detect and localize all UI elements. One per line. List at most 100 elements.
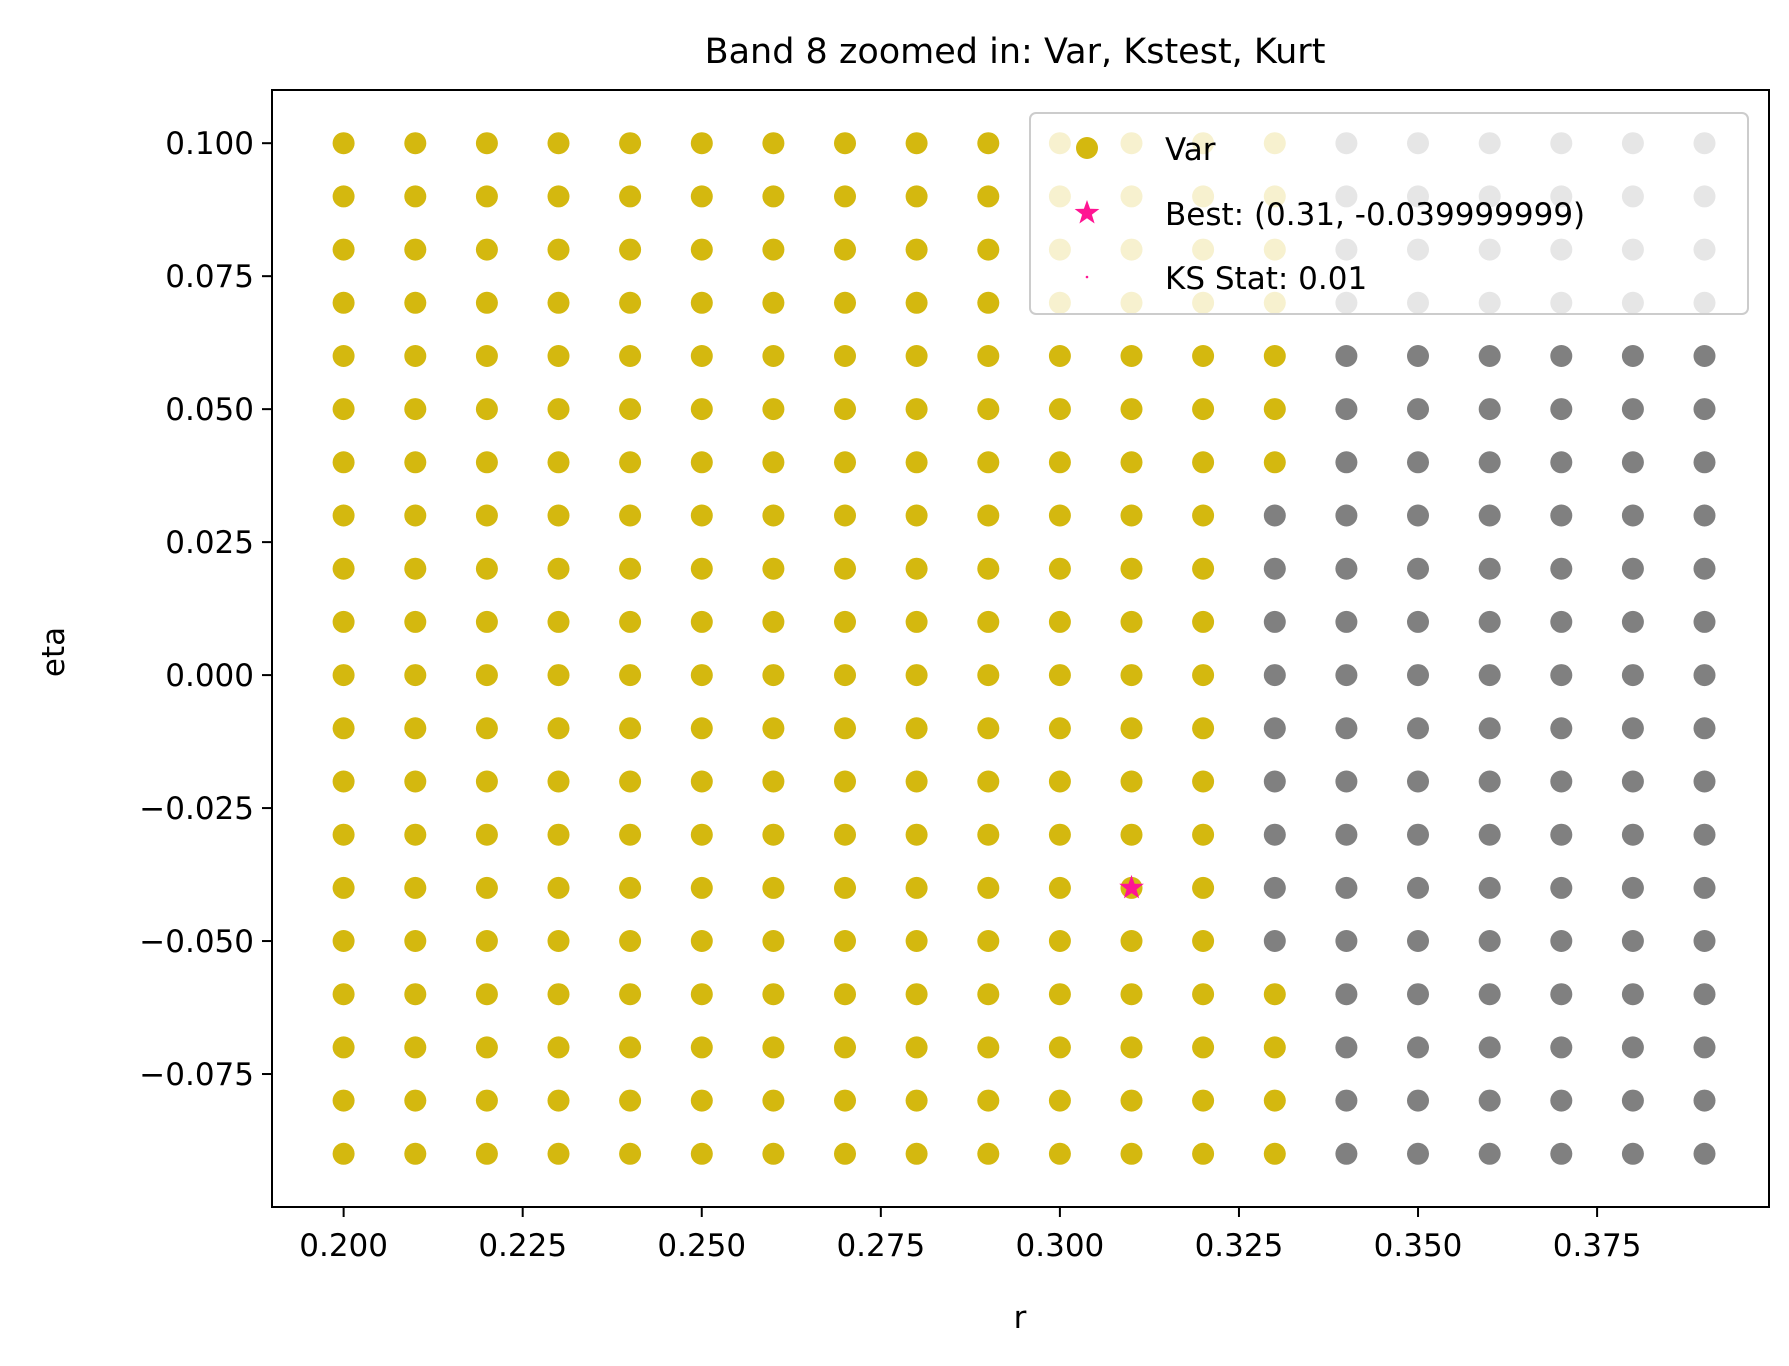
other-point [1335, 1142, 1358, 1165]
var-point [1192, 1089, 1215, 1112]
var-point [690, 983, 713, 1006]
var-point [547, 238, 570, 261]
other-point [1407, 823, 1429, 846]
var-point [332, 876, 355, 899]
var-point [332, 238, 355, 261]
var-point [1120, 823, 1143, 846]
var-point [977, 504, 1000, 527]
other-point [1335, 504, 1358, 527]
var-point [834, 504, 856, 527]
other-point [1550, 557, 1573, 580]
var-point [475, 451, 498, 474]
var-point [690, 717, 713, 740]
legend-best-label: Best: (0.31, -0.039999999) [1165, 197, 1585, 233]
var-point [619, 451, 642, 474]
var-point [404, 1036, 427, 1059]
var-point [977, 770, 1000, 793]
var-point [1192, 1036, 1215, 1059]
other-point [1263, 823, 1286, 846]
other-point [1478, 398, 1501, 421]
other-point [1621, 876, 1644, 899]
other-point [1478, 717, 1501, 740]
var-point [690, 1036, 713, 1059]
var-point [404, 398, 427, 421]
other-point [1335, 451, 1358, 474]
plot-frame [271, 89, 1770, 1208]
var-point [404, 823, 427, 846]
var-point [1048, 876, 1071, 899]
other-point [1693, 983, 1716, 1006]
var-point [404, 664, 427, 687]
y-tick-label: 0.100 [165, 126, 254, 162]
var-point [404, 504, 427, 527]
var-point [905, 1089, 928, 1112]
var-point [475, 610, 498, 633]
var-point [762, 504, 785, 527]
var-point [834, 1036, 856, 1059]
var-point [475, 1142, 498, 1165]
var-point [1263, 451, 1286, 474]
x-tick-label: 0.275 [836, 1228, 925, 1264]
other-point [1478, 610, 1501, 633]
other-point [1407, 504, 1429, 527]
var-point [905, 451, 928, 474]
x-tick-label: 0.300 [1016, 1228, 1105, 1264]
var-point [1048, 557, 1071, 580]
var-point [690, 610, 713, 633]
var-point [905, 930, 928, 952]
var-point [905, 185, 928, 208]
var-point [332, 398, 355, 421]
var-point [762, 664, 785, 687]
var-point [1192, 717, 1215, 740]
other-point [1407, 345, 1429, 367]
other-point [1263, 930, 1286, 952]
var-point [1120, 610, 1143, 633]
y-axis: 0.100 0.075 0.050 0.025 0.000 −0.025 −0.050 −0.… [139, 126, 272, 1093]
var-point [1120, 557, 1143, 580]
var-point [905, 664, 928, 687]
other-point [1407, 451, 1429, 474]
var-point [404, 876, 427, 899]
var-point [977, 930, 1000, 952]
other-point [1478, 1142, 1501, 1165]
other-point [1478, 1089, 1501, 1112]
var-point [762, 238, 785, 261]
other-point [1693, 930, 1716, 952]
var-point [332, 983, 355, 1006]
var-point [834, 398, 856, 421]
other-point [1335, 983, 1358, 1006]
var-point [1263, 1089, 1286, 1112]
other-point [1621, 930, 1644, 952]
var-point [834, 451, 856, 474]
other-point [1263, 717, 1286, 740]
var-point [475, 398, 498, 421]
y-tick-label: 0.000 [165, 658, 254, 694]
var-point [332, 185, 355, 208]
var-point [475, 664, 498, 687]
var-point [1048, 1142, 1071, 1165]
other-point [1478, 451, 1501, 474]
var-point [905, 717, 928, 740]
other-point [1407, 983, 1429, 1006]
var-point [1192, 1142, 1215, 1165]
var-point [547, 664, 570, 687]
var-point [547, 717, 570, 740]
var-point [905, 610, 928, 633]
other-point [1407, 717, 1429, 740]
var-point [332, 610, 355, 633]
other-point [1621, 664, 1644, 687]
other-point [1621, 610, 1644, 633]
var-point [977, 717, 1000, 740]
other-point [1478, 876, 1501, 899]
other-point [1335, 557, 1358, 580]
var-point [690, 1089, 713, 1112]
other-point [1550, 1142, 1573, 1165]
var-point [332, 717, 355, 740]
legend-ks-label: KS Stat: 0.01 [1165, 261, 1367, 297]
var-point [834, 823, 856, 846]
var-point [690, 876, 713, 899]
var-point [404, 717, 427, 740]
other-point [1407, 770, 1429, 793]
other-point [1407, 1142, 1429, 1165]
